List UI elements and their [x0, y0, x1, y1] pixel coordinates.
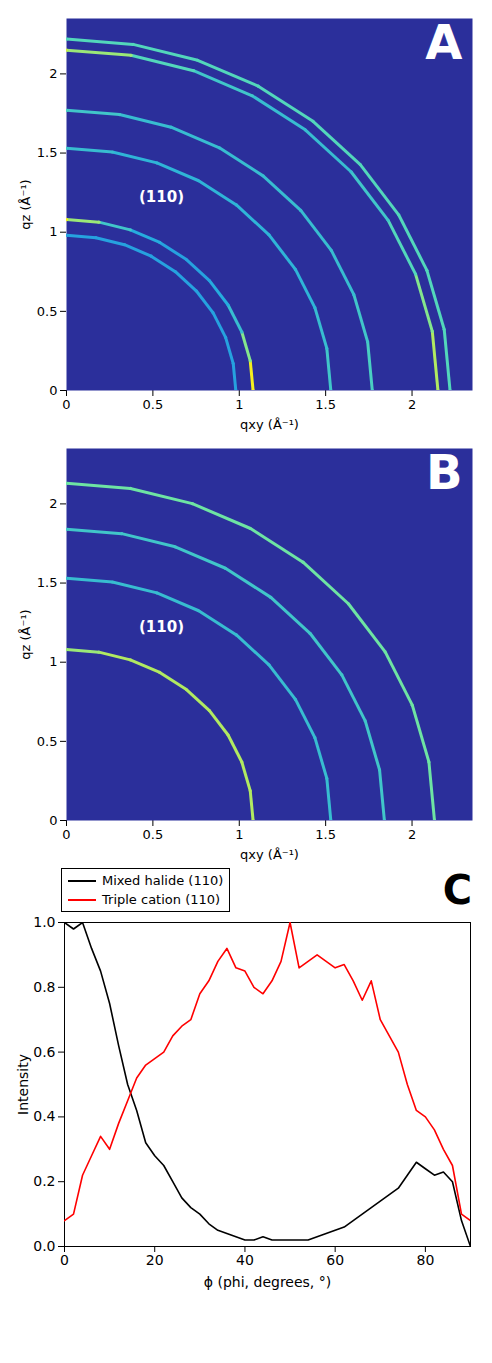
html-text:C: C	[442, 867, 472, 913]
html-text:Mixed halide (110): Mixed halide (110)	[102, 873, 224, 888]
svg-text:0.8: 0.8	[33, 979, 55, 995]
svg-text:qz (Å⁻¹): qz (Å⁻¹)	[18, 179, 33, 229]
svg-text:80: 80	[416, 1252, 434, 1268]
svg-text:0: 0	[60, 1252, 69, 1268]
svg-text:0.6: 0.6	[33, 1044, 55, 1060]
svg-text:1: 1	[235, 397, 243, 412]
svg-text:(110): (110)	[139, 188, 184, 206]
svg-text:qxy (Å⁻¹): qxy (Å⁻¹)	[240, 417, 299, 432]
svg-text:2: 2	[408, 397, 416, 412]
svg-text:0.4: 0.4	[33, 1108, 55, 1124]
svg-text:ϕ (phi, degrees, °): ϕ (phi, degrees, °)	[204, 1274, 331, 1290]
svg-text:1: 1	[49, 224, 57, 239]
html-text:Triple cation (110): Triple cation (110)	[102, 892, 221, 907]
svg-text:0: 0	[49, 383, 57, 398]
svg-text:2: 2	[49, 66, 57, 81]
svg-text:1.5: 1.5	[37, 575, 58, 590]
svg-text:2: 2	[408, 827, 416, 842]
svg-text:1.0: 1.0	[33, 914, 55, 930]
svg-text:1.5: 1.5	[315, 827, 336, 842]
svg-text:0.5: 0.5	[37, 304, 58, 319]
svg-text:40: 40	[236, 1252, 254, 1268]
svg-text:0: 0	[62, 397, 70, 412]
svg-text:qz (Å⁻¹): qz (Å⁻¹)	[18, 609, 33, 659]
svg-text:0.2: 0.2	[33, 1173, 55, 1189]
svg-text:0.5: 0.5	[143, 827, 164, 842]
svg-text:0.5: 0.5	[37, 734, 58, 749]
svg-text:1.5: 1.5	[37, 145, 58, 160]
svg-text:0: 0	[62, 827, 70, 842]
svg-text:60: 60	[326, 1252, 344, 1268]
svg-text:1.5: 1.5	[315, 397, 336, 412]
svg-text:0: 0	[49, 813, 57, 828]
svg-text:A: A	[425, 14, 462, 70]
svg-text:qxy (Å⁻¹): qxy (Å⁻¹)	[240, 847, 299, 862]
svg-text:2: 2	[49, 496, 57, 511]
svg-text:B: B	[426, 444, 463, 500]
svg-text:1: 1	[235, 827, 243, 842]
svg-text:20: 20	[146, 1252, 164, 1268]
svg-text:1: 1	[49, 654, 57, 669]
svg-text:(110): (110)	[139, 618, 184, 636]
svg-text:0.0: 0.0	[33, 1238, 55, 1254]
svg-text:0.5: 0.5	[143, 397, 164, 412]
svg-text:Intensity: Intensity	[15, 1054, 31, 1115]
